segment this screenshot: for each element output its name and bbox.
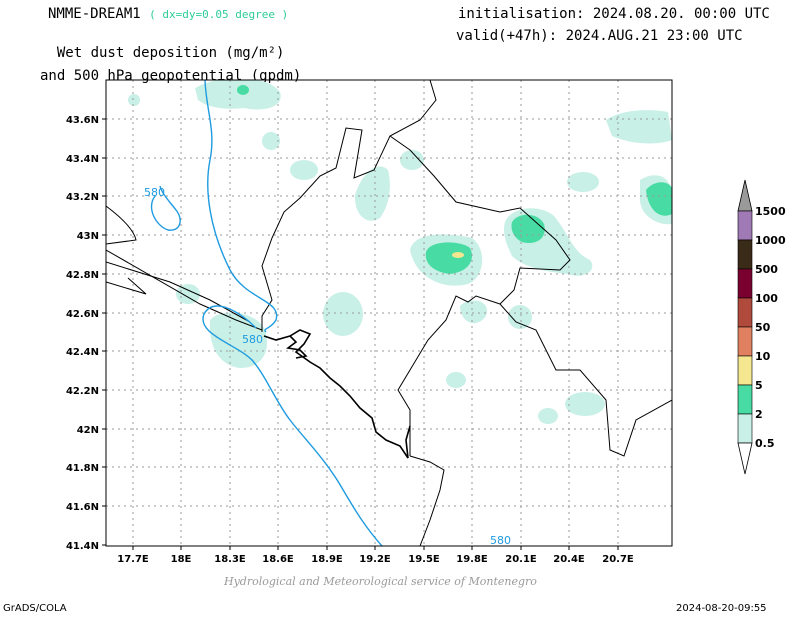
footer-timestamp: 2024-08-20-09:55 bbox=[676, 603, 767, 614]
colorbar-label: 0.5 bbox=[755, 437, 775, 450]
model-resolution: ( dx=dy=0.05 degree ) bbox=[149, 8, 289, 21]
colorbar-box bbox=[737, 384, 753, 415]
latitude-labels: 43.6N 43.4N 43.2N 43N 42.8N 42.6N 42.4N … bbox=[66, 115, 99, 552]
colorbar-box bbox=[737, 326, 753, 357]
lon-label: 17.7E bbox=[117, 554, 149, 565]
longitude-labels: 17.7E 18E 18.3E 18.6E 18.9E 19.2E 19.5E … bbox=[117, 554, 634, 565]
colorbar-box bbox=[737, 268, 753, 299]
model-name: NMME-DREAM1 ( dx=dy=0.05 degree ) bbox=[48, 6, 288, 22]
colorbar-label: 1500 bbox=[755, 205, 786, 218]
contour-labels: 580 580 580 bbox=[144, 186, 511, 547]
lat-label: 43.4N bbox=[66, 154, 99, 165]
geopotential-contours bbox=[150, 80, 383, 546]
colorbar-box bbox=[737, 210, 753, 241]
colorbar-box bbox=[737, 413, 753, 444]
dust-shading bbox=[128, 80, 672, 424]
footer-software: GrADS/COLA bbox=[3, 603, 67, 614]
lat-label: 43.2N bbox=[66, 192, 99, 203]
colorbar-label: 2 bbox=[755, 408, 763, 421]
coastline bbox=[263, 329, 411, 459]
colorbar-label: 10 bbox=[755, 350, 771, 363]
axis-ticks bbox=[102, 118, 619, 550]
lon-label: 18.9E bbox=[311, 554, 343, 565]
title-line-1: Wet dust deposition (mg/m²) bbox=[56, 45, 285, 61]
lon-label: 18E bbox=[171, 554, 192, 565]
colorbar-bottom-arrow bbox=[737, 442, 753, 475]
lon-label: 19.2E bbox=[359, 554, 391, 565]
colorbar-label: 500 bbox=[755, 263, 778, 276]
initialisation-text: initialisation: 2024.08.20. 00:00 UTC bbox=[458, 6, 770, 22]
lon-label: 19.8E bbox=[456, 554, 488, 565]
country-borders bbox=[106, 80, 672, 546]
colorbar-labels: 1500 1000 500 100 50 10 5 2 0.5 bbox=[755, 205, 786, 450]
lat-label: 43.6N bbox=[66, 115, 99, 126]
map-gridlines bbox=[106, 80, 672, 546]
credit-text: Hydrological and Meteorological service … bbox=[224, 575, 537, 588]
lat-label: 42.2N bbox=[66, 386, 99, 397]
lat-label: 42.4N bbox=[66, 347, 99, 358]
valid-time-text: valid(+47h): 2024.AUG.21 23:00 UTC bbox=[456, 28, 743, 44]
lat-label: 42.6N bbox=[66, 309, 99, 320]
contour-label: 580 bbox=[490, 534, 511, 547]
lat-label: 43N bbox=[77, 231, 99, 242]
lat-label: 41.4N bbox=[66, 541, 99, 552]
contour-label: 580 bbox=[242, 333, 263, 346]
colorbar-label: 50 bbox=[755, 321, 771, 334]
lat-label: 41.6N bbox=[66, 502, 99, 513]
lon-label: 18.3E bbox=[214, 554, 246, 565]
lon-label: 18.6E bbox=[262, 554, 294, 565]
colorbar-label: 100 bbox=[755, 292, 778, 305]
lon-label: 20.7E bbox=[602, 554, 634, 565]
lat-label: 42N bbox=[77, 425, 99, 436]
lat-label: 41.8N bbox=[66, 463, 99, 474]
colorbar-top-arrow bbox=[737, 179, 753, 212]
colorbar-box bbox=[737, 239, 753, 270]
colorbar-label: 1000 bbox=[755, 234, 786, 247]
colorbar bbox=[737, 179, 753, 475]
lon-label: 20.1E bbox=[505, 554, 537, 565]
model-title: NMME-DREAM1 bbox=[48, 6, 141, 22]
lon-label: 19.5E bbox=[408, 554, 440, 565]
lat-label: 42.8N bbox=[66, 270, 99, 281]
contour-label: 580 bbox=[144, 186, 165, 199]
colorbar-box bbox=[737, 297, 753, 328]
colorbar-box bbox=[737, 355, 753, 386]
dust-yellow-spot bbox=[452, 252, 464, 258]
lon-label: 20.4E bbox=[553, 554, 585, 565]
colorbar-label: 5 bbox=[755, 379, 763, 392]
